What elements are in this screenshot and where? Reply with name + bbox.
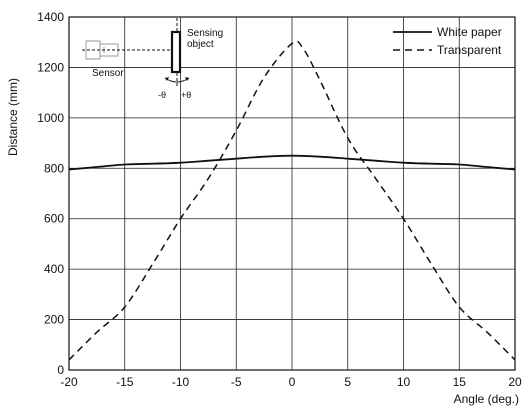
sensor-label: Sensor: [92, 68, 124, 79]
series-layer: [68, 40, 516, 361]
sensor-diagram-inset: Sensor Sensing object -θ +θ: [82, 18, 223, 100]
x-tick-label: 0: [289, 375, 296, 389]
x-tick-label: 20: [508, 375, 522, 389]
arc-arrow-left-icon: [165, 77, 169, 81]
y-axis-label: Distance (mm): [6, 78, 20, 156]
y-tick-label: 1400: [37, 10, 64, 24]
minus-theta-label: -θ: [158, 90, 166, 100]
y-tick-label: 1000: [37, 111, 64, 125]
x-tick-label: -20: [60, 375, 78, 389]
tick-labels: -20 -15 -10 -5 0 5 10 15 20020040060080010001200…: [37, 10, 522, 389]
plus-theta-label: +θ: [181, 90, 191, 100]
sensing-object-icon: [170, 30, 182, 74]
object-label-line1: Sensing: [187, 28, 223, 39]
y-tick-label: 1200: [37, 60, 64, 74]
x-tick-label: -15: [116, 375, 134, 389]
x-tick-label: 10: [397, 375, 411, 389]
legend-label-transparent: Transparent: [437, 43, 502, 57]
grid: [68, 16, 516, 371]
legend: White paper Transparent: [393, 25, 502, 57]
y-tick-label: 400: [44, 262, 64, 276]
plot-area-frame: [68, 16, 516, 371]
legend-label-white-paper: White paper: [437, 25, 502, 39]
y-tick-label: 600: [44, 212, 64, 226]
x-tick-label: 15: [453, 375, 467, 389]
arc-arrow-right-icon: [185, 77, 189, 81]
y-tick-label: 200: [44, 313, 64, 327]
x-axis-label: Angle (deg.): [454, 392, 519, 406]
x-tick-label: 5: [344, 375, 351, 389]
object-label-line2: object: [187, 39, 214, 50]
y-tick-label: 800: [44, 161, 64, 175]
x-tick-label: -5: [231, 375, 242, 389]
y-tick-label: 0: [57, 363, 64, 377]
series-line-white-paper: [68, 154, 516, 171]
series-line-transparent: [68, 40, 516, 361]
x-tick-label: -10: [172, 375, 190, 389]
